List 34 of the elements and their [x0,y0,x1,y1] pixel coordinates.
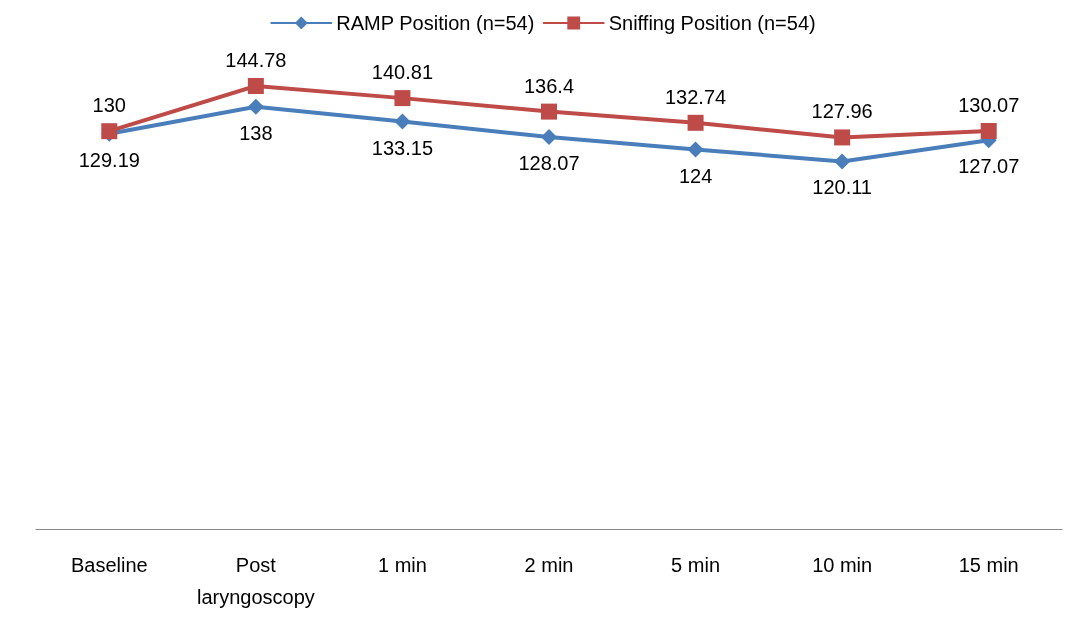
data-label: 138 [239,121,273,144]
x-tick-label: Baseline [70,554,148,576]
data-label: 140.81 [371,61,434,84]
point [394,90,411,107]
point [394,113,411,130]
point [834,129,851,146]
x-tick-label: 2 min [524,554,574,576]
x-tick-label: 1 min [377,554,427,576]
data-label: 130 [92,94,126,117]
data-label: 136.4 [523,74,575,97]
data-label: 133.15 [371,136,434,159]
legend-label: Sniffing Position (n=54) [608,12,816,34]
point [834,153,851,170]
point [541,129,557,146]
point [541,103,557,120]
data-label: 128.07 [518,152,580,175]
point [247,98,264,115]
x-tick-label: 5 min [671,554,721,576]
point [687,114,704,131]
x-tick-label: Post laryngoscopy [196,554,315,608]
data-label: 120.11 [812,176,872,199]
data-label: 124 [678,164,713,187]
data-label: 130.07 [958,93,1020,116]
data-label: 127.96 [811,100,873,123]
data-label: 129.19 [78,148,140,171]
data-label: 132.74 [664,85,727,108]
data-label: 127.07 [958,155,1020,178]
data-label: 144.78 [225,48,287,71]
point [247,77,264,94]
x-tick-label: 15 min [958,554,1019,576]
legend-label: RAMP Position (n=54) [336,12,535,34]
point [687,141,704,158]
point [980,122,997,139]
x-tick-label: 10 min [812,554,873,576]
